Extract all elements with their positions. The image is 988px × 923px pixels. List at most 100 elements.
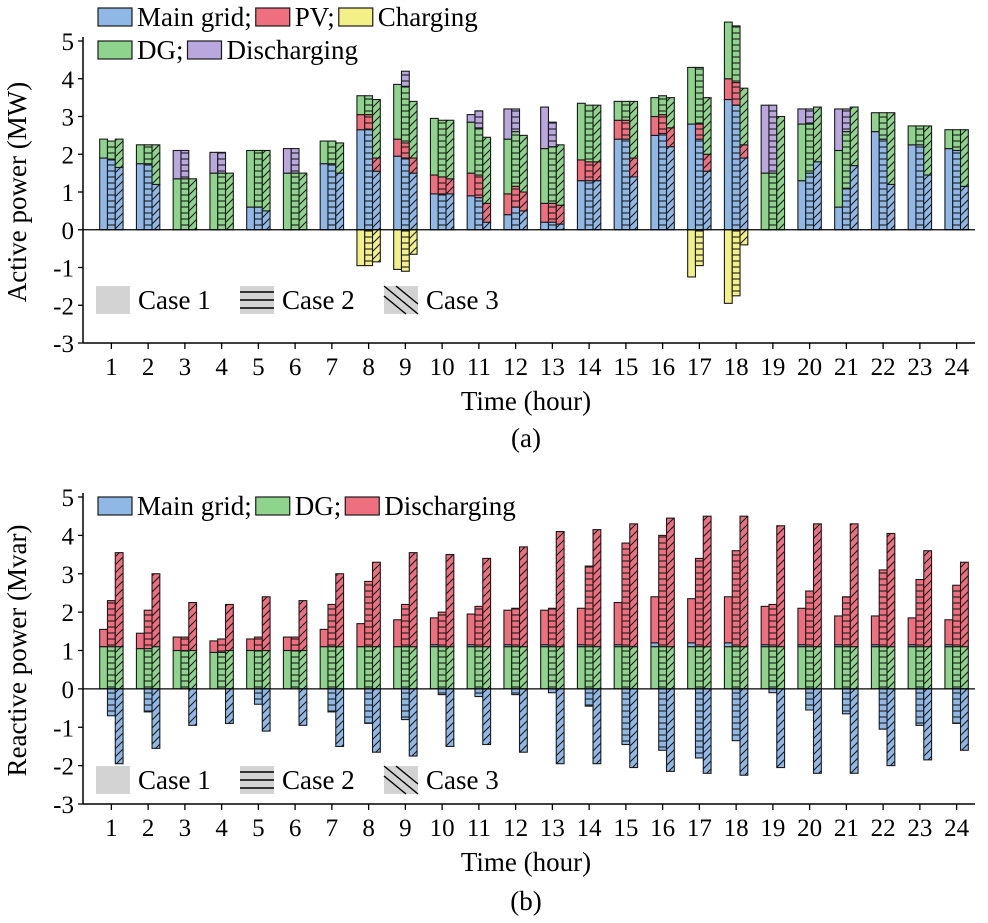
legend-swatch-charging — [338, 7, 374, 27]
bar-hatch-case3-hour-4 — [225, 604, 234, 651]
bar-segment-main_grid-case1-hour-12 — [503, 214, 513, 231]
bar-segment-dg-case1-hour-3 — [172, 178, 182, 231]
bar-segment-main_grid-case1-hour-7 — [319, 163, 329, 231]
legend-label-dg: DG; — [295, 491, 342, 521]
bar-hatch-case2-hour-3 — [180, 637, 189, 651]
case-swatch-hatch — [383, 295, 407, 315]
bar-hatch-case3-hour-8 — [372, 688, 381, 753]
bar-hatch-case2-hour-11 — [474, 110, 483, 128]
bar-hatch-case2-hour-5 — [254, 688, 263, 705]
bar-hatch-case2-hour-1 — [107, 646, 116, 689]
bar-hatch-case3-hour-5 — [262, 210, 271, 230]
bar-hatch-case3-hour-22 — [887, 688, 895, 766]
bar-hatch-case3-hour-20 — [813, 161, 822, 230]
bar-segment-main_grid-case1-hour-9 — [393, 155, 403, 231]
x-tick-label: 8 — [362, 354, 375, 381]
bar-hatch-case2-hour-17 — [695, 688, 704, 758]
bar-hatch-case2-hour-1 — [107, 141, 116, 160]
bar-hatch-case3-hour-9 — [409, 229, 418, 255]
bar-segment-pv-case1-hour-19 — [760, 605, 770, 646]
bar-segment-dg-case1-hour-10 — [429, 646, 439, 690]
bar-hatch-case2-hour-9 — [401, 142, 410, 159]
y-tick-label: -1 — [53, 256, 74, 283]
bar-hatch-case2-hour-7 — [327, 646, 336, 689]
bar-segment-dg-case1-hour-4 — [209, 651, 219, 690]
bar-hatch-case3-hour-3 — [188, 650, 197, 689]
bar-hatch-case2-hour-13 — [548, 608, 557, 647]
bar-segment-dg-case1-hour-13 — [540, 646, 550, 690]
case-swatch-hatch — [383, 775, 407, 795]
bar-hatch-case2-hour-6 — [291, 650, 300, 689]
bar-hatch-case2-hour-18 — [732, 688, 741, 741]
bar-hatch-case3-hour-18 — [740, 688, 748, 776]
bar-segment-main_grid-case1-hour-2 — [135, 163, 145, 231]
bar-hatch-case3-hour-18 — [740, 158, 748, 230]
x-tick-label: 11 — [467, 815, 491, 842]
bar-hatch-case3-hour-9 — [409, 646, 418, 689]
bar-hatch-case3-hour-17 — [703, 516, 712, 647]
x-tick-label: 5 — [252, 354, 265, 381]
y-tick-label: 1 — [62, 180, 75, 207]
bar-segment-main_grid-case1-hour-21 — [834, 206, 844, 231]
bar-segment-main_grid-case1-hour-15 — [613, 138, 623, 231]
bar-hatch-case2-hour-21 — [842, 188, 851, 230]
bar-hatch-case2-hour-14 — [585, 566, 594, 647]
legend-label-main_grid: Main grid; — [137, 491, 252, 521]
legend-swatch-main_grid — [97, 7, 133, 27]
bar-segment-dg-case1-hour-24 — [944, 129, 954, 150]
bar-segment-dg-case1-hour-21 — [834, 646, 844, 690]
bar-hatch-case2-hour-6 — [291, 148, 300, 174]
bar-segment-dg-case1-hour-17 — [687, 646, 697, 690]
x-tick-label: 8 — [362, 815, 375, 842]
bar-segment-pv-case1-hour-14 — [576, 159, 586, 182]
y-tick-label: 2 — [62, 142, 75, 169]
bar-hatch-case3-hour-15 — [629, 158, 638, 177]
bar-hatch-case3-hour-14 — [593, 646, 601, 689]
x-tick-label: 23 — [907, 354, 932, 381]
x-tick-label: 21 — [834, 815, 859, 842]
bar-hatch-case3-hour-11 — [482, 558, 491, 647]
bar-hatch-case3-hour-6 — [299, 173, 307, 230]
bar-hatch-case3-hour-16 — [666, 646, 675, 689]
case-label-3: Case 3 — [426, 285, 499, 315]
x-tick-label: 17 — [687, 815, 712, 842]
bar-segment-dg-case1-hour-21 — [834, 149, 844, 208]
bar-segment-pv-case1-hour-4 — [209, 640, 219, 653]
bar-segment-dg-case1-hour-7 — [319, 140, 329, 165]
bar-hatch-case2-hour-2 — [144, 688, 153, 712]
bar-hatch-case2-hour-18 — [732, 550, 741, 647]
bar-hatch-case3-hour-7 — [335, 688, 344, 747]
bar-hatch-case2-hour-6 — [291, 173, 300, 230]
bar-segment-main_grid-case1-hour-18 — [723, 642, 733, 648]
bar-hatch-case2-hour-10 — [438, 120, 447, 177]
bar-segment-dg-case1-hour-1 — [99, 138, 109, 159]
x-tick-label: 10 — [430, 815, 455, 842]
y-tick-label: 5 — [62, 485, 75, 512]
bar-hatch-case3-hour-13 — [556, 224, 565, 230]
bar-hatch-case2-hour-23 — [915, 144, 924, 230]
bar-hatch-case3-hour-11 — [482, 203, 491, 223]
case-swatch-1 — [96, 766, 130, 794]
bar-hatch-case2-hour-5 — [254, 637, 263, 651]
x-tick-label: 13 — [540, 815, 565, 842]
bar-hatch-case3-hour-4 — [225, 650, 234, 689]
bar-segment-dg-case1-hour-22 — [870, 646, 880, 690]
bar-hatch-case3-hour-15 — [629, 101, 638, 159]
bar-segment-discharging-case1-hour-11 — [466, 114, 476, 123]
bar-hatch-case3-hour-5 — [262, 688, 271, 732]
bar-hatch-case3-hour-5 — [262, 650, 271, 689]
bar-hatch-case2-hour-19 — [768, 688, 777, 693]
bar-hatch-case2-hour-18 — [732, 646, 741, 689]
x-tick-label: 15 — [613, 815, 638, 842]
y-tick-label: 3 — [62, 105, 75, 132]
x-tick-label: 1 — [105, 815, 118, 842]
case-label-3: Case 3 — [426, 765, 499, 795]
bar-hatch-case2-hour-4 — [217, 638, 226, 653]
bar-hatch-case3-hour-2 — [152, 573, 160, 647]
bar-hatch-case3-hour-17 — [703, 154, 712, 172]
bar-segment-pv-case1-hour-1 — [99, 628, 109, 648]
bar-hatch-case3-hour-2 — [152, 646, 160, 689]
x-tick-label: 14 — [577, 354, 603, 381]
bar-hatch-case3-hour-2 — [152, 144, 160, 185]
